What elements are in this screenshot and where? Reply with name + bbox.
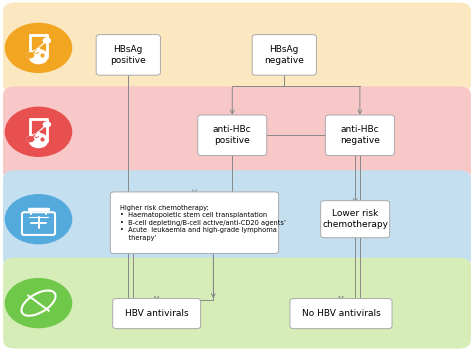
Text: anti-HBc
negative: anti-HBc negative (340, 125, 380, 145)
Polygon shape (27, 130, 42, 141)
FancyBboxPatch shape (110, 192, 279, 253)
Text: Lower risk
chemotherapy: Lower risk chemotherapy (322, 209, 388, 229)
Polygon shape (27, 39, 50, 57)
Circle shape (26, 52, 35, 58)
FancyBboxPatch shape (3, 86, 471, 181)
Circle shape (43, 121, 51, 127)
Text: HBsAg
positive: HBsAg positive (110, 45, 146, 65)
Text: HBsAg
negative: HBsAg negative (264, 45, 304, 65)
Circle shape (26, 136, 35, 142)
Text: HBV antivirals: HBV antivirals (125, 309, 189, 318)
Text: Higher risk chemotherapy:
•  Haematopoietic stem cell transplantation
•  B-cell : Higher risk chemotherapy: • Haematopoiet… (120, 205, 286, 241)
FancyBboxPatch shape (96, 35, 160, 75)
Circle shape (5, 195, 72, 244)
FancyBboxPatch shape (113, 299, 201, 329)
FancyBboxPatch shape (3, 2, 471, 93)
FancyBboxPatch shape (3, 258, 471, 349)
Circle shape (5, 279, 72, 327)
Text: No HBV antivirals: No HBV antivirals (301, 309, 380, 318)
Circle shape (26, 136, 35, 142)
Circle shape (43, 37, 51, 44)
Circle shape (5, 107, 72, 156)
Circle shape (30, 50, 47, 63)
Text: anti-HBc
positive: anti-HBc positive (213, 125, 252, 145)
FancyBboxPatch shape (320, 201, 390, 238)
Circle shape (26, 52, 35, 58)
FancyBboxPatch shape (198, 115, 267, 155)
Polygon shape (27, 46, 42, 57)
FancyBboxPatch shape (252, 35, 317, 75)
Circle shape (30, 134, 47, 147)
FancyBboxPatch shape (3, 170, 471, 268)
Circle shape (5, 24, 72, 72)
FancyBboxPatch shape (290, 299, 392, 329)
Polygon shape (27, 122, 50, 141)
FancyBboxPatch shape (325, 115, 394, 155)
